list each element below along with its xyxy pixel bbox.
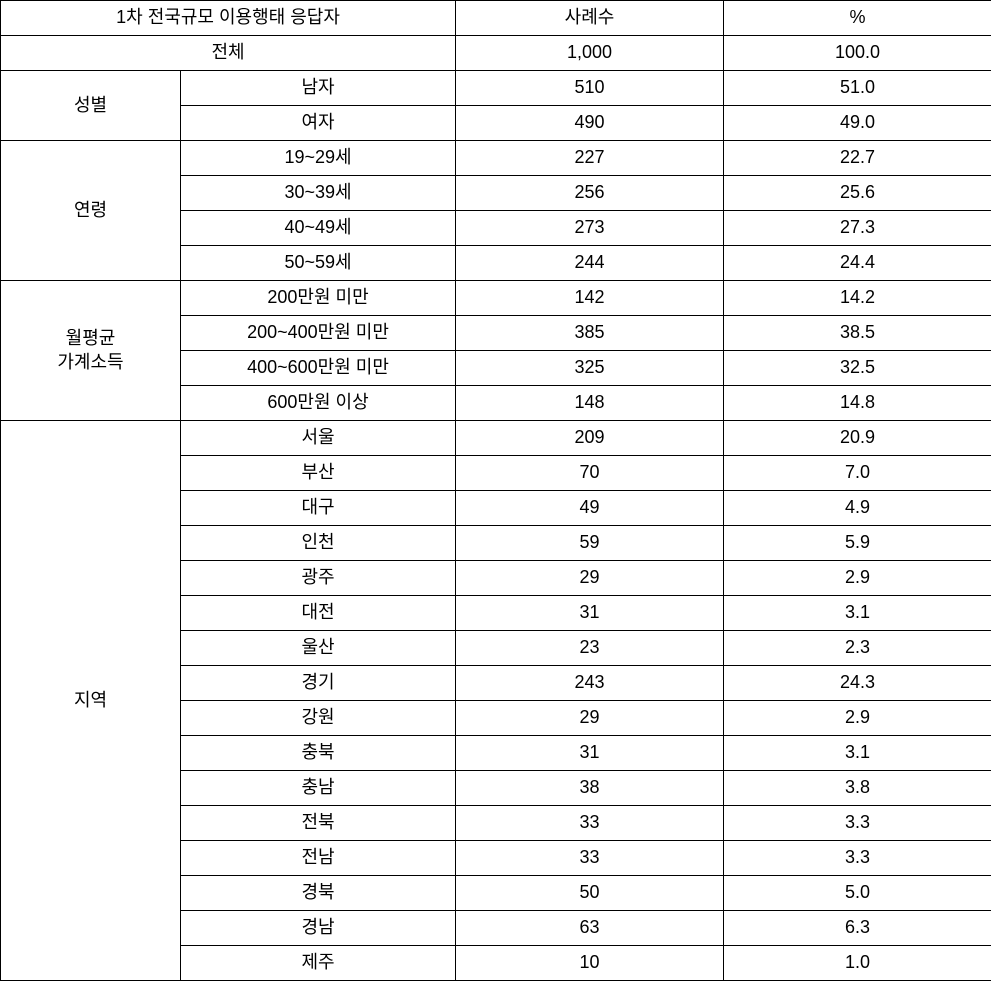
percent-cell: 1.0 xyxy=(724,946,991,981)
subcategory-cell: 30~39세 xyxy=(181,176,456,211)
count-cell: 244 xyxy=(456,246,724,281)
count-cell: 256 xyxy=(456,176,724,211)
survey-demographics-table: 1차 전국규모 이용행태 응답자사례수%전체1,000100.0성별남자5105… xyxy=(0,0,991,981)
count-cell: 23 xyxy=(456,631,724,666)
subcategory-cell: 200~400만원 미만 xyxy=(181,316,456,351)
subcategory-cell: 부산 xyxy=(181,456,456,491)
subcategory-cell: 경남 xyxy=(181,911,456,946)
subcategory-cell: 충남 xyxy=(181,771,456,806)
percent-cell: 2.3 xyxy=(724,631,991,666)
subcategory-cell: 전남 xyxy=(181,841,456,876)
count-cell: 385 xyxy=(456,316,724,351)
count-cell: 209 xyxy=(456,421,724,456)
percent-cell: 7.0 xyxy=(724,456,991,491)
percent-cell: 3.1 xyxy=(724,736,991,771)
table-header-row: 1차 전국규모 이용행태 응답자사례수% xyxy=(1,1,991,36)
category-cell: 월평균가계소득 xyxy=(1,281,181,421)
subcategory-cell: 대구 xyxy=(181,491,456,526)
count-cell: 325 xyxy=(456,351,724,386)
percent-cell: 5.0 xyxy=(724,876,991,911)
subcategory-cell: 광주 xyxy=(181,561,456,596)
total-percent: 100.0 xyxy=(724,36,991,71)
total-count: 1,000 xyxy=(456,36,724,71)
total-label: 전체 xyxy=(1,36,456,71)
count-cell: 29 xyxy=(456,701,724,736)
subcategory-cell: 남자 xyxy=(181,71,456,106)
count-cell: 148 xyxy=(456,386,724,421)
subcategory-cell: 강원 xyxy=(181,701,456,736)
count-cell: 59 xyxy=(456,526,724,561)
subcategory-cell: 제주 xyxy=(181,946,456,981)
table-row: 지역서울20920.9 xyxy=(1,421,991,456)
percent-cell: 3.8 xyxy=(724,771,991,806)
percent-cell: 6.3 xyxy=(724,911,991,946)
header-percent: % xyxy=(724,1,991,36)
header-count: 사례수 xyxy=(456,1,724,36)
count-cell: 49 xyxy=(456,491,724,526)
subcategory-cell: 충북 xyxy=(181,736,456,771)
category-cell: 지역 xyxy=(1,421,181,981)
percent-cell: 24.3 xyxy=(724,666,991,701)
subcategory-cell: 19~29세 xyxy=(181,141,456,176)
subcategory-cell: 400~600만원 미만 xyxy=(181,351,456,386)
percent-cell: 27.3 xyxy=(724,211,991,246)
percent-cell: 14.2 xyxy=(724,281,991,316)
header-main: 1차 전국규모 이용행태 응답자 xyxy=(1,1,456,36)
subcategory-cell: 울산 xyxy=(181,631,456,666)
percent-cell: 22.7 xyxy=(724,141,991,176)
count-cell: 510 xyxy=(456,71,724,106)
count-cell: 31 xyxy=(456,736,724,771)
count-cell: 142 xyxy=(456,281,724,316)
subcategory-cell: 50~59세 xyxy=(181,246,456,281)
count-cell: 29 xyxy=(456,561,724,596)
count-cell: 63 xyxy=(456,911,724,946)
count-cell: 10 xyxy=(456,946,724,981)
subcategory-cell: 40~49세 xyxy=(181,211,456,246)
percent-cell: 32.5 xyxy=(724,351,991,386)
count-cell: 31 xyxy=(456,596,724,631)
table-row: 연령19~29세22722.7 xyxy=(1,141,991,176)
table-row: 성별남자51051.0 xyxy=(1,71,991,106)
table-total-row: 전체1,000100.0 xyxy=(1,36,991,71)
count-cell: 33 xyxy=(456,841,724,876)
percent-cell: 4.9 xyxy=(724,491,991,526)
percent-cell: 2.9 xyxy=(724,561,991,596)
count-cell: 273 xyxy=(456,211,724,246)
count-cell: 227 xyxy=(456,141,724,176)
percent-cell: 25.6 xyxy=(724,176,991,211)
percent-cell: 49.0 xyxy=(724,106,991,141)
percent-cell: 20.9 xyxy=(724,421,991,456)
percent-cell: 5.9 xyxy=(724,526,991,561)
subcategory-cell: 경북 xyxy=(181,876,456,911)
percent-cell: 24.4 xyxy=(724,246,991,281)
count-cell: 490 xyxy=(456,106,724,141)
count-cell: 70 xyxy=(456,456,724,491)
subcategory-cell: 대전 xyxy=(181,596,456,631)
percent-cell: 3.1 xyxy=(724,596,991,631)
category-cell: 성별 xyxy=(1,71,181,141)
percent-cell: 2.9 xyxy=(724,701,991,736)
subcategory-cell: 200만원 미만 xyxy=(181,281,456,316)
count-cell: 243 xyxy=(456,666,724,701)
percent-cell: 3.3 xyxy=(724,806,991,841)
subcategory-cell: 전북 xyxy=(181,806,456,841)
percent-cell: 3.3 xyxy=(724,841,991,876)
count-cell: 33 xyxy=(456,806,724,841)
count-cell: 38 xyxy=(456,771,724,806)
subcategory-cell: 인천 xyxy=(181,526,456,561)
count-cell: 50 xyxy=(456,876,724,911)
percent-cell: 14.8 xyxy=(724,386,991,421)
subcategory-cell: 서울 xyxy=(181,421,456,456)
category-cell: 연령 xyxy=(1,141,181,281)
table-row: 월평균가계소득200만원 미만14214.2 xyxy=(1,281,991,316)
percent-cell: 38.5 xyxy=(724,316,991,351)
subcategory-cell: 600만원 이상 xyxy=(181,386,456,421)
percent-cell: 51.0 xyxy=(724,71,991,106)
subcategory-cell: 여자 xyxy=(181,106,456,141)
subcategory-cell: 경기 xyxy=(181,666,456,701)
